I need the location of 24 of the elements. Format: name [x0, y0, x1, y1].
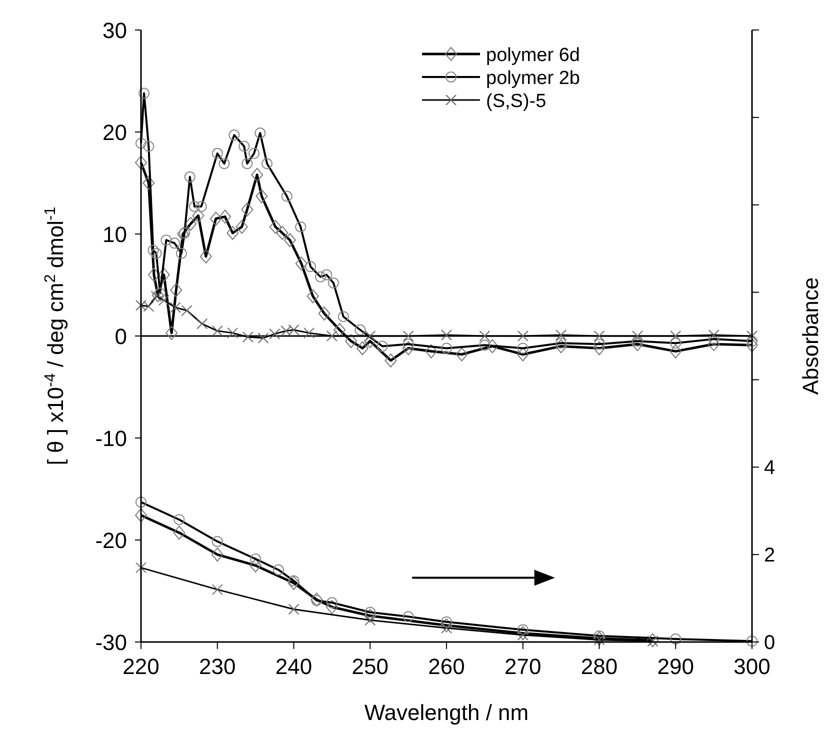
y-tick-label: 0 [114, 324, 127, 349]
y2-tick-label: 0 [764, 632, 776, 654]
y2-tick-label: 2 [764, 544, 776, 567]
y-tick-label: 30 [102, 18, 127, 43]
y-tick-label: -30 [95, 630, 127, 655]
x-tick-label: 220 [122, 654, 160, 679]
x-tick-label: 300 [734, 654, 770, 679]
legend-label: polymer 6d [486, 45, 580, 66]
y-tick-label: 10 [102, 222, 127, 247]
y-tick-label: -10 [95, 426, 127, 451]
y-tick-label: -20 [95, 528, 127, 553]
x-tick-label: 280 [580, 654, 618, 679]
legend-label: (S,S)-5 [486, 91, 546, 112]
y2-axis-title: Absorbance [798, 277, 823, 395]
y-tick-label: 20 [102, 120, 127, 145]
x-tick-label: 250 [352, 654, 388, 679]
y2-tick-label: 4 [764, 457, 776, 480]
x-tick-label: 270 [504, 654, 542, 679]
x-axis-title: Wavelength / nm [364, 700, 529, 725]
x-tick-label: 260 [428, 654, 465, 679]
x-tick-label: 240 [275, 654, 312, 679]
legend-label: polymer 2b [486, 68, 580, 89]
x-tick-label: 230 [199, 654, 236, 679]
x-tick-label: 290 [657, 654, 694, 679]
